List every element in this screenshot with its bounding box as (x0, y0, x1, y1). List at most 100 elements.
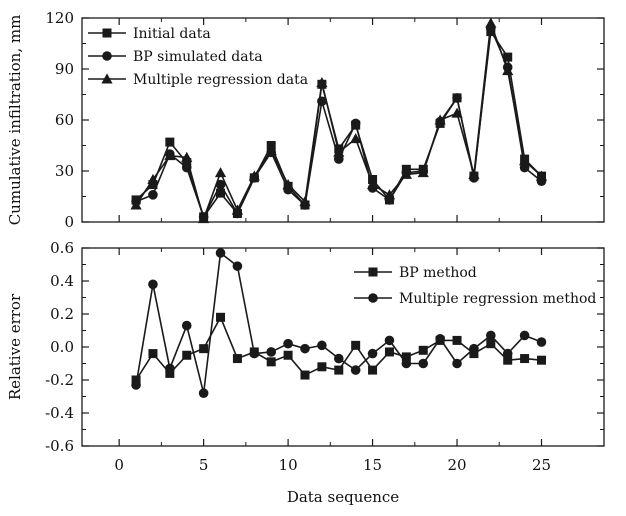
data-point (333, 353, 344, 364)
data-point (182, 350, 192, 360)
legend-label: Multiple regression data (133, 72, 308, 88)
data-point (316, 77, 328, 88)
data-point (384, 335, 395, 346)
data-point (468, 168, 480, 179)
legend-label: BP simulated data (133, 49, 263, 65)
data-point (300, 343, 310, 354)
data-point (214, 167, 227, 178)
data-point (519, 330, 530, 341)
y-tick-label: 0.2 (50, 305, 74, 323)
series-square (131, 312, 546, 385)
legend-label: Multiple regression method (399, 291, 596, 307)
data-point (215, 179, 226, 190)
data-point (486, 339, 496, 349)
data-point (451, 107, 463, 118)
data-point (131, 375, 141, 385)
data-point (503, 355, 513, 365)
y-tick-label: 90 (55, 60, 74, 78)
legend-marker (102, 28, 112, 38)
data-point (350, 133, 362, 144)
legend-label: Initial data (133, 26, 211, 42)
y-tick-label: 0.4 (50, 272, 74, 290)
data-point (383, 189, 396, 200)
x-tick-label: 0 (114, 456, 124, 474)
data-point (266, 347, 277, 357)
data-point (265, 145, 277, 156)
data-point (317, 340, 327, 351)
data-point (452, 93, 462, 103)
data-point (216, 188, 226, 198)
panel-2: -0.6 -0.4 -0.2 0.0 0.2 0.4 0.6 Relative error BP… (6, 239, 605, 455)
data-point (469, 349, 479, 359)
data-point (351, 340, 361, 350)
y-tick-label: 120 (45, 9, 74, 27)
data-point (536, 355, 546, 365)
data-point (502, 348, 513, 359)
data-point (503, 52, 513, 62)
data-point (536, 337, 547, 347)
y-tick-label: 60 (55, 111, 74, 129)
data-point (350, 365, 361, 375)
data-point (418, 345, 428, 355)
data-point (452, 358, 462, 369)
legend-marker (368, 293, 378, 303)
x-tick-label: 10 (279, 456, 298, 474)
data-point (333, 146, 345, 157)
x-axis-title: Data sequence (287, 488, 399, 506)
data-point (417, 167, 429, 178)
data-point (165, 137, 175, 147)
data-point (520, 354, 530, 364)
data-point (181, 151, 193, 162)
data-point (216, 312, 226, 322)
legend-marker (102, 51, 112, 61)
data-point (182, 158, 192, 167)
y-tick-label: 0.0 (50, 338, 74, 356)
data-point (317, 362, 327, 372)
data-point (401, 358, 412, 369)
data-point (350, 118, 361, 129)
data-point (165, 363, 175, 374)
y-tick-label: 0.6 (50, 239, 74, 257)
panel-1: 0 30 60 90 120 Cumulative infiltration, mm Ini… (6, 9, 605, 231)
data-point (232, 261, 243, 271)
data-point (147, 173, 159, 184)
y-tick-label: 0 (64, 213, 74, 231)
data-point (148, 180, 158, 190)
data-point (367, 348, 378, 359)
data-point (198, 388, 209, 399)
data-point (400, 168, 412, 179)
y-axis-title: Cumulative infiltration, mm (6, 15, 24, 226)
y-tick-label: -0.6 (45, 437, 74, 455)
data-point (283, 338, 293, 349)
data-point (248, 170, 260, 181)
legend: BP method Multiple regression method (354, 265, 596, 307)
data-point (486, 330, 496, 341)
data-point (164, 150, 176, 161)
series-triangle (130, 17, 548, 224)
data-point (249, 348, 260, 359)
data-point (199, 344, 209, 354)
data-point (231, 204, 244, 215)
data-point (418, 358, 429, 369)
data-point (401, 352, 411, 362)
y-axis-title: Relative error (6, 293, 24, 400)
x-tick-label: 20 (447, 456, 466, 474)
y-tick-label: 30 (55, 162, 74, 180)
data-point (368, 365, 378, 375)
data-point (266, 357, 276, 367)
data-point (148, 279, 158, 290)
data-point (434, 114, 446, 125)
data-point (215, 248, 226, 258)
legend-marker (101, 73, 113, 84)
data-point (366, 179, 379, 190)
data-point (334, 365, 344, 375)
data-point (181, 320, 192, 331)
data-point (535, 170, 548, 181)
y-tick-label: -0.4 (45, 404, 74, 422)
legend-marker (368, 267, 378, 277)
plot-frame (81, 247, 605, 447)
data-point (232, 354, 242, 364)
data-point (452, 335, 462, 345)
data-point (148, 349, 158, 359)
